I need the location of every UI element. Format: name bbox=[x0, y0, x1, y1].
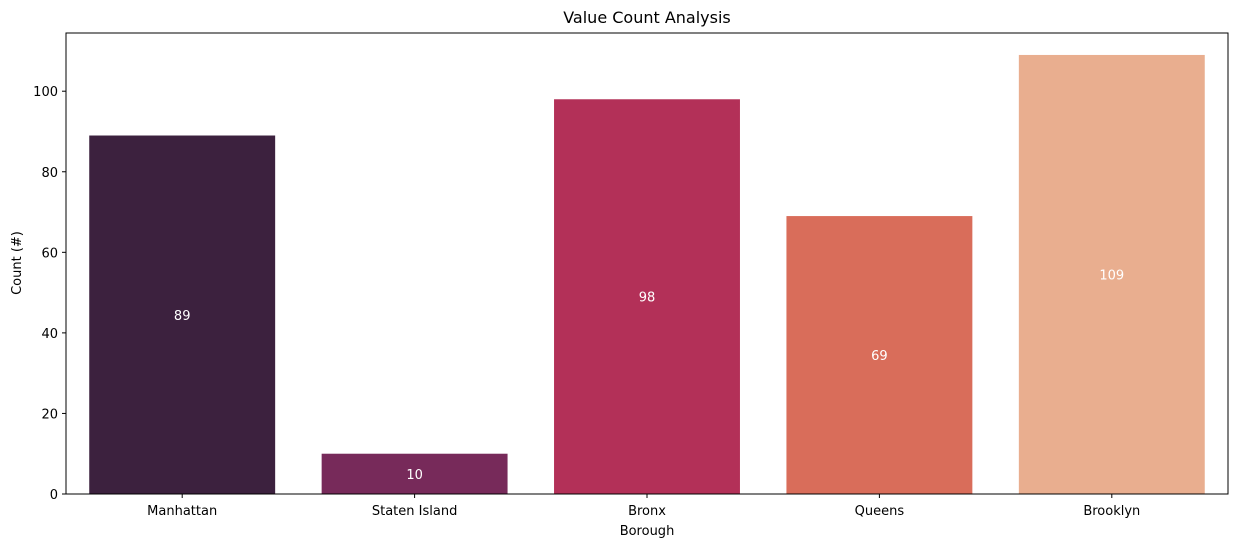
y-tick-label: 20 bbox=[41, 407, 58, 422]
x-axis-label: Borough bbox=[620, 524, 675, 539]
bar-value-label: 89 bbox=[174, 309, 191, 324]
bar-queens bbox=[786, 216, 973, 494]
x-tick-label: Queens bbox=[855, 504, 905, 519]
x-axis-ticks: Manhattan Staten Island Bronx Queens Brookly… bbox=[147, 494, 1140, 519]
y-axis-label: Count (#) bbox=[10, 231, 25, 295]
x-tick-label: Manhattan bbox=[147, 504, 217, 519]
y-axis-ticks: 0 20 40 60 80 100 bbox=[33, 85, 66, 503]
y-tick-label: 40 bbox=[41, 327, 58, 342]
bar-manhattan bbox=[89, 135, 276, 494]
plot-frame bbox=[65, 32, 1229, 495]
y-tick-label: 80 bbox=[41, 166, 58, 181]
bar-value-labels: 89 10 98 69 109 bbox=[174, 268, 1124, 482]
bar-value-label: 10 bbox=[406, 468, 423, 483]
bars-group bbox=[89, 54, 1205, 494]
y-tick-label: 60 bbox=[41, 246, 58, 261]
bar-staten-island bbox=[321, 453, 508, 494]
x-tick-label: Staten Island bbox=[372, 504, 457, 519]
y-tick-label: 100 bbox=[33, 85, 58, 100]
bar-bronx bbox=[554, 99, 740, 494]
bar-brooklyn bbox=[1018, 54, 1205, 494]
chart-title: Value Count Analysis bbox=[563, 8, 731, 27]
x-tick-label: Bronx bbox=[628, 504, 666, 519]
bar-value-label: 98 bbox=[639, 291, 656, 306]
bar-value-label: 69 bbox=[871, 349, 888, 364]
y-tick-label: 0 bbox=[50, 488, 58, 503]
x-tick-label: Brooklyn bbox=[1083, 504, 1140, 519]
bar-value-label: 109 bbox=[1099, 268, 1124, 283]
